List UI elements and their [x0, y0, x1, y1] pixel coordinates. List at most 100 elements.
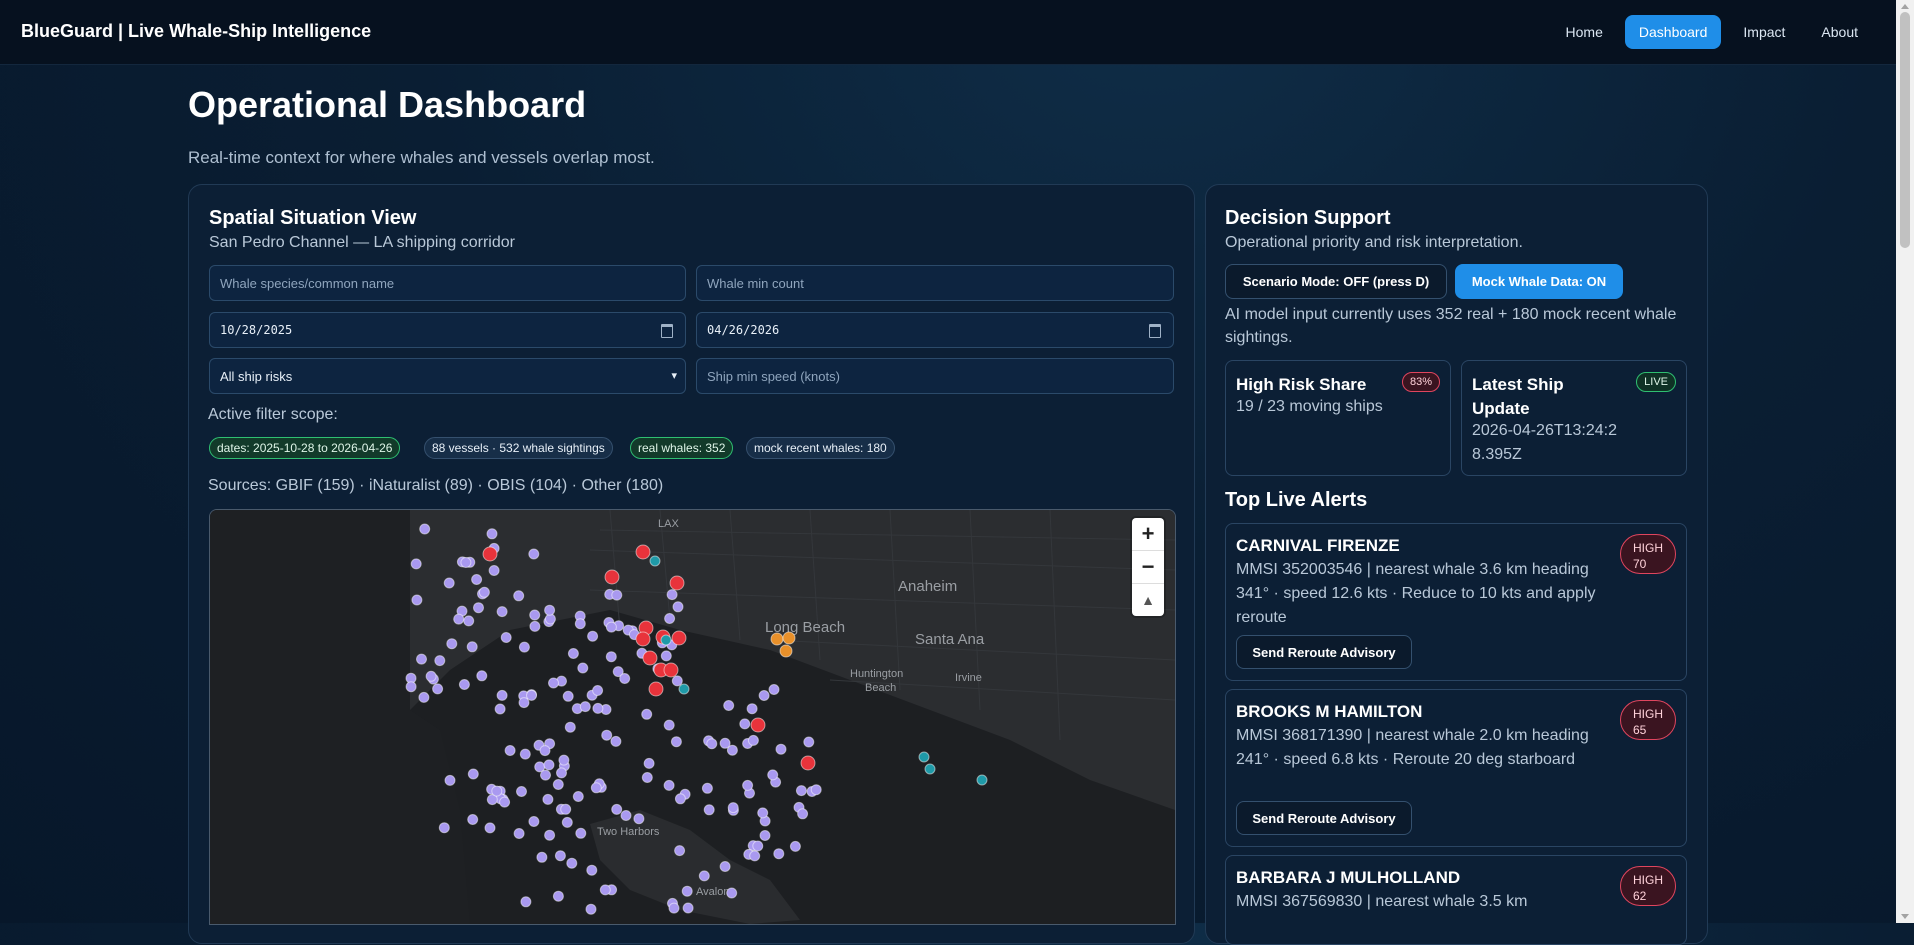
whale-marker[interactable] — [560, 803, 572, 815]
whale-marker[interactable] — [726, 887, 738, 899]
whale-marker[interactable] — [543, 759, 555, 771]
whale-marker[interactable] — [528, 816, 540, 827]
ship-marker-low[interactable] — [678, 683, 690, 695]
whale-marker[interactable] — [405, 681, 417, 693]
ship-marker-medium[interactable] — [782, 631, 796, 645]
nav-about[interactable]: About — [1821, 24, 1858, 40]
whale-marker[interactable] — [432, 683, 444, 695]
whale-marker[interactable] — [723, 700, 735, 711]
whale-marker[interactable] — [562, 690, 574, 702]
whale-marker[interactable] — [453, 613, 465, 625]
whale-marker[interactable] — [611, 803, 623, 815]
whale-marker[interactable] — [438, 822, 450, 834]
whale-marker[interactable] — [458, 679, 470, 690]
whale-marker[interactable] — [775, 743, 787, 755]
whale-marker[interactable] — [476, 670, 488, 682]
whale-marker[interactable] — [558, 754, 570, 766]
whale-marker[interactable] — [611, 589, 623, 601]
whale-marker[interactable] — [443, 577, 455, 589]
whale-marker[interactable] — [719, 861, 731, 872]
whale-marker[interactable] — [467, 768, 479, 780]
whale-marker[interactable] — [620, 810, 632, 821]
whale-marker[interactable] — [434, 655, 446, 667]
ship-marker-high[interactable] — [642, 650, 658, 666]
ship-marker-high[interactable] — [604, 569, 620, 585]
whale-marker[interactable] — [473, 602, 484, 614]
send-reroute-advisory-button[interactable]: Send Reroute Advisory — [1236, 635, 1412, 669]
whale-marker[interactable] — [674, 845, 686, 857]
whale-marker[interactable] — [727, 802, 739, 814]
whale-marker[interactable] — [668, 902, 680, 914]
ship-marker-low[interactable] — [660, 634, 672, 646]
whale-marker[interactable] — [513, 590, 525, 602]
ship-marker-high[interactable] — [750, 717, 766, 733]
whale-marker[interactable] — [643, 757, 655, 769]
whale-marker[interactable] — [706, 738, 718, 750]
whale-marker[interactable] — [672, 601, 684, 613]
whale-marker[interactable] — [592, 685, 604, 696]
ship-marker-high[interactable] — [671, 630, 687, 646]
whale-marker[interactable] — [803, 736, 815, 748]
whale-marker[interactable] — [610, 735, 622, 747]
whale-min-count-input[interactable]: Whale min count — [696, 265, 1174, 301]
whale-marker[interactable] — [746, 703, 758, 715]
whale-marker[interactable] — [726, 744, 738, 756]
whale-marker[interactable] — [500, 632, 512, 643]
whale-marker[interactable] — [494, 703, 506, 715]
brand-title[interactable]: BlueGuard | Live Whale-Ship Intelligence — [21, 21, 372, 41]
whale-marker[interactable] — [564, 721, 576, 733]
whale-marker[interactable] — [810, 784, 822, 796]
whale-marker[interactable] — [612, 666, 624, 678]
date-to-input[interactable]: 04/26/2026 — [696, 312, 1174, 348]
whale-marker[interactable] — [682, 902, 694, 914]
ship-marker-low[interactable] — [924, 763, 936, 775]
whale-marker[interactable] — [496, 606, 508, 618]
whale-marker[interactable] — [528, 548, 540, 560]
scroll-down-icon[interactable] — [1901, 914, 1909, 919]
ship-marker-high[interactable] — [669, 575, 685, 591]
scenario-mode-button[interactable]: Scenario Mode: OFF (press D) — [1225, 264, 1447, 299]
send-reroute-advisory-button[interactable]: Send Reroute Advisory — [1236, 801, 1412, 835]
ship-marker-medium[interactable] — [770, 632, 784, 646]
whale-marker[interactable] — [587, 630, 599, 642]
whale-marker[interactable] — [670, 736, 682, 748]
whale-marker[interactable] — [605, 621, 617, 633]
whale-marker[interactable] — [554, 850, 566, 862]
whale-marker[interactable] — [488, 565, 500, 576]
whale-marker[interactable] — [418, 691, 430, 703]
whale-marker[interactable] — [759, 830, 771, 841]
ship-risk-select[interactable]: All ship risks ▾ — [209, 358, 686, 394]
whale-marker[interactable] — [752, 840, 764, 852]
whale-marker[interactable] — [664, 613, 676, 624]
whale-marker[interactable] — [460, 557, 472, 568]
whale-marker[interactable] — [552, 779, 564, 790]
whale-marker[interactable] — [633, 813, 645, 825]
nav-home[interactable]: Home — [1565, 24, 1603, 40]
whale-marker[interactable] — [641, 708, 653, 720]
whale-marker[interactable] — [518, 641, 530, 653]
whale-marker[interactable] — [768, 684, 780, 695]
species-input[interactable]: Whale species/common name — [209, 265, 686, 301]
whale-marker[interactable] — [574, 618, 586, 630]
whale-marker[interactable] — [478, 586, 490, 598]
compass-reset-button[interactable]: ▲ — [1141, 592, 1155, 608]
ship-marker-high[interactable] — [635, 544, 651, 560]
whale-marker[interactable] — [520, 896, 532, 908]
whale-marker[interactable] — [572, 791, 584, 802]
whale-marker[interactable] — [739, 718, 751, 730]
whale-marker[interactable] — [504, 745, 516, 756]
whale-marker[interactable] — [579, 701, 591, 713]
whale-marker[interactable] — [446, 638, 458, 650]
whale-marker[interactable] — [586, 864, 598, 876]
whale-marker[interactable] — [701, 782, 713, 794]
whale-marker[interactable] — [758, 690, 770, 701]
ship-marker-high[interactable] — [635, 631, 651, 647]
map-markers-layer[interactable] — [210, 510, 1175, 924]
page-scrollbar[interactable] — [1896, 0, 1914, 923]
whale-marker[interactable] — [585, 903, 597, 915]
whale-marker[interactable] — [416, 653, 427, 665]
calendar-icon[interactable] — [661, 324, 673, 338]
whale-marker[interactable] — [749, 850, 761, 862]
ship-marker-high[interactable] — [800, 755, 816, 771]
whale-marker[interactable] — [567, 648, 579, 659]
